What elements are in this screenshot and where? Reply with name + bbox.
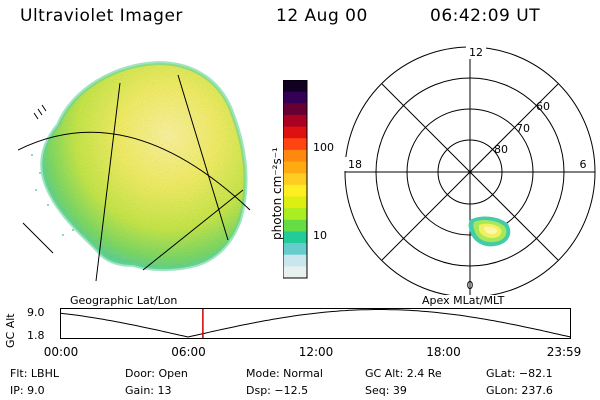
mlat-label-70: 70 [516, 122, 530, 135]
colorbar-segment [283, 231, 307, 244]
left-panel-caption: Geographic Lat/Lon [70, 294, 178, 307]
right-panel-caption: Apex MLat/MLT [422, 294, 505, 307]
filter-info: Flt: LBHL [10, 367, 59, 380]
colorbar-segment [283, 103, 307, 116]
altitude-curve [60, 309, 571, 338]
mlt-label-6: 6 [580, 158, 587, 171]
colorbar-segment [283, 149, 307, 163]
dsp-info: Dsp: −12.5 [246, 384, 309, 397]
colorbar-segment [283, 114, 307, 128]
scatter-specks [31, 154, 74, 236]
colorbar-segment [283, 173, 307, 186]
geographic-grid [18, 74, 251, 282]
instrument-title: Ultraviolet Imager [20, 6, 183, 26]
altitude-timeline [60, 308, 571, 339]
timeline-xtick: 18:00 [426, 345, 461, 359]
auroral-image-geographic [18, 60, 251, 282]
intensity-colorbar [283, 80, 308, 279]
colorbar-segment [283, 208, 307, 221]
colorbar-segment [283, 266, 307, 279]
colorbar-segment [283, 161, 307, 174]
timeline-xtick: 00:00 [43, 345, 79, 359]
timeline-ytick-low: 1.8 [27, 329, 45, 342]
colorbar-segment [283, 196, 307, 209]
mode-info: Mode: Normal [246, 367, 323, 380]
colorbar-unit-label: photon cm⁻²s⁻¹ [270, 147, 284, 240]
colorbar-segment [283, 126, 307, 139]
timeline-xtick: 23:59 [546, 345, 582, 359]
observation-time: 06:42:09 UT [430, 6, 541, 26]
glon-info: GLon: 237.6 [486, 384, 553, 397]
timeline-xtick: 06:00 [171, 345, 206, 359]
polar-plot-apex: 12 18 6 0 60 70 80 [342, 45, 596, 295]
colorbar-tick-100: 100 [313, 141, 334, 154]
timeline-frame [60, 308, 571, 339]
colorbar-segment [283, 138, 307, 151]
mlt-label-12: 12 [469, 46, 483, 59]
colorbar-segment [283, 80, 307, 93]
mlt-label-18: 18 [348, 158, 362, 171]
glat-info: GLat: −82.1 [486, 367, 553, 380]
colorbar-segment [283, 184, 307, 197]
ip-info: IP: 9.0 [10, 384, 45, 397]
gain-info: Gain: 13 [125, 384, 172, 397]
colorbar-segment [283, 219, 307, 232]
timeline-xtick: 12:00 [298, 345, 334, 359]
colorbar-segment [283, 243, 307, 256]
mlt-label-0: 0 [467, 279, 474, 292]
door-info: Door: Open [125, 367, 188, 380]
timeline-ytick-high: 9.0 [27, 306, 45, 319]
observation-date: 12 Aug 00 [276, 6, 368, 26]
mlt-diagonal-2 [381, 83, 559, 261]
colorbar-segment [283, 254, 307, 267]
emission-edge [40, 60, 248, 272]
aurora-emission-blob [468, 216, 511, 247]
mlat-label-60: 60 [536, 100, 550, 113]
timeline-ylabel: GC Alt [4, 313, 17, 348]
earth-disk-emission [42, 63, 246, 270]
colorbar-segment [283, 91, 307, 104]
seq-info: Seq: 39 [365, 384, 407, 397]
colorbar-tick-10: 10 [313, 229, 327, 242]
mlat-label-80: 80 [494, 143, 508, 156]
gc-alt-info: GC Alt: 2.4 Re [365, 367, 442, 380]
